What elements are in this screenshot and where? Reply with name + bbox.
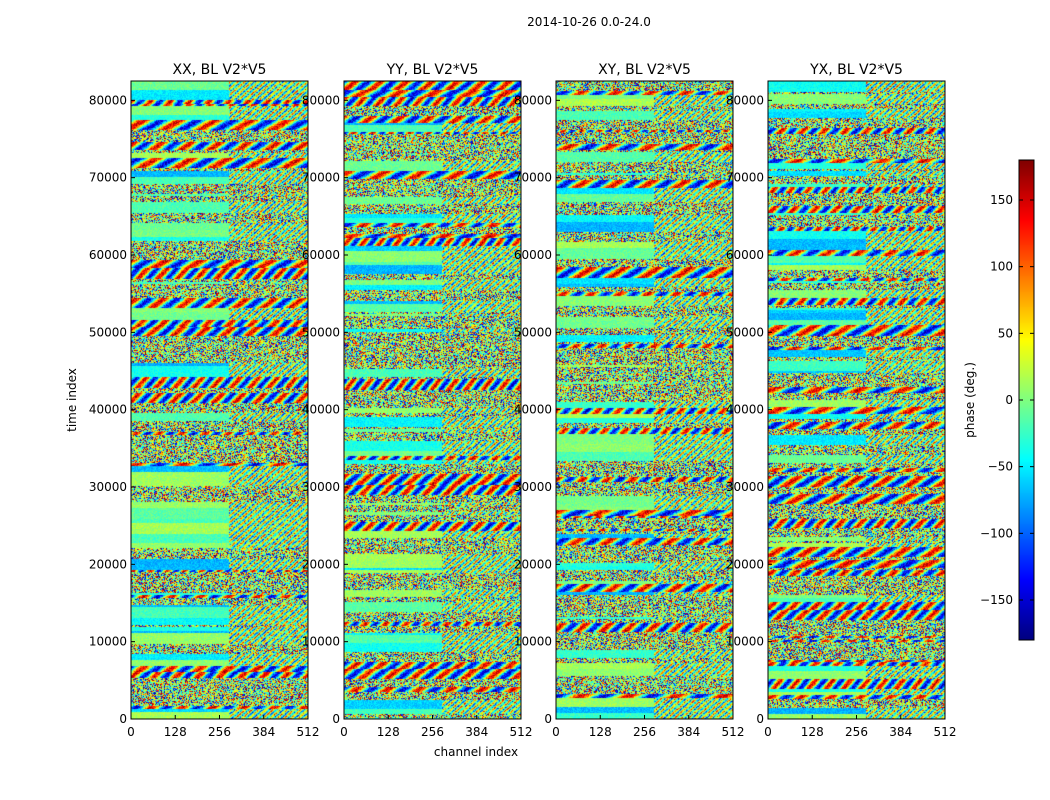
y-tick-label: 0 [332,712,340,726]
x-tick-label: 256 [845,725,868,739]
y-tick-label: 80000 [89,93,127,107]
heatmap-image-3 [768,81,945,719]
x-tick-label: 0 [340,725,348,739]
x-tick-label: 0 [764,725,772,739]
heatmap-image-2 [556,81,733,719]
panel-3: YX, BL V2*V5 0 128 256 384 512 0 10000 20000 3000… [726,62,957,739]
x-tick-label: 512 [297,725,320,739]
y-tick-label: 50000 [302,325,340,339]
y-tick-label: 10000 [726,635,764,649]
x-tick-label: 512 [722,725,745,739]
panel-title-0: XX, BL V2*V5 [173,62,267,78]
figure-suptitle: 2014-10-26 0.0-24.0 [527,15,651,29]
y-tick-label: 20000 [726,557,764,571]
panel-title-1: YY, BL V2*V5 [386,62,479,78]
x-tick-label: 384 [677,725,700,739]
y-tick-label: 20000 [302,557,340,571]
panel-1: YY, BL V2*V5 0 128 256 384 512 0 10000 20000 3000… [302,62,533,739]
y-tick-label: 10000 [89,635,127,649]
panels-group: XX, BL V2*V5 0 128 256 384 512 0 10000 20000 3000… [89,62,957,739]
colorbar-tick-label: 150 [990,193,1013,207]
colorbar: −150 −100 −50 0 50 100 150 [980,159,1035,641]
y-tick-label: 70000 [89,171,127,185]
colorbar-tick-label: 0 [1005,393,1013,407]
y-tick-label: 80000 [726,93,764,107]
y-tick-label: 40000 [89,403,127,417]
colorbar-tick-label: 100 [990,260,1013,274]
colorbar-gradient [1019,160,1034,640]
y-tick-label: 30000 [302,480,340,494]
x-tick-label: 0 [552,725,560,739]
x-tick-label: 512 [510,725,533,739]
x-tick-label: 128 [589,725,612,739]
colorbar-tick-label: 50 [998,326,1013,340]
y-tick-label: 30000 [89,480,127,494]
colorbar-tick-label: −100 [980,526,1013,540]
heatmap-image-0 [131,81,308,719]
x-axis-label: channel index [434,745,518,759]
y-tick-label: 50000 [89,325,127,339]
y-tick-label: 50000 [514,325,552,339]
y-axis-label: time index [65,368,79,432]
panel-2: XY, BL V2*V5 0 128 256 384 512 0 10000 20000 3000… [514,62,745,739]
y-tick-label: 60000 [726,248,764,262]
y-tick-label: 60000 [302,248,340,262]
panel-title-2: XY, BL V2*V5 [598,62,691,78]
colorbar-tick-label: −50 [988,460,1013,474]
colorbar-tick-label: −150 [980,593,1013,607]
y-tick-label: 80000 [514,93,552,107]
y-tick-label: 30000 [514,480,552,494]
y-tick-label: 70000 [514,171,552,185]
x-tick-label: 384 [252,725,275,739]
y-tick-label: 20000 [89,557,127,571]
x-tick-label: 256 [208,725,231,739]
x-tick-label: 0 [127,725,135,739]
y-tick-label: 70000 [726,171,764,185]
x-tick-label: 512 [934,725,957,739]
y-tick-label: 30000 [726,480,764,494]
x-tick-label: 128 [164,725,187,739]
y-tick-label: 0 [544,712,552,726]
y-tick-label: 40000 [514,403,552,417]
y-tick-label: 0 [119,712,127,726]
x-tick-label: 256 [421,725,444,739]
y-tick-label: 70000 [302,171,340,185]
x-tick-label: 128 [801,725,824,739]
y-tick-label: 40000 [302,403,340,417]
x-tick-label: 384 [889,725,912,739]
y-tick-label: 40000 [726,403,764,417]
heatmap-image-1 [344,81,521,719]
x-tick-label: 256 [633,725,656,739]
x-tick-label: 384 [465,725,488,739]
y-tick-label: 20000 [514,557,552,571]
y-tick-label: 80000 [302,93,340,107]
panel-title-3: YX, BL V2*V5 [809,62,903,78]
y-tick-label: 50000 [726,325,764,339]
y-tick-label: 60000 [89,248,127,262]
x-tick-label: 128 [377,725,400,739]
panel-0: XX, BL V2*V5 0 128 256 384 512 0 10000 20000 3000… [89,62,320,739]
y-tick-label: 60000 [514,248,552,262]
colorbar-label: phase (deg.) [963,362,977,438]
y-tick-label: 10000 [302,635,340,649]
y-tick-label: 10000 [514,635,552,649]
y-tick-label: 0 [756,712,764,726]
